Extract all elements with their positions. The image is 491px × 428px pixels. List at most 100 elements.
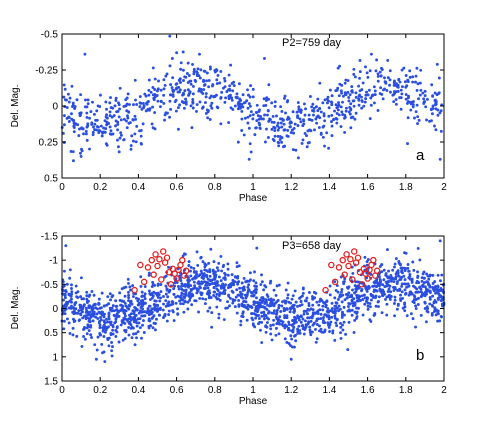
- panel-b-series-0-point: [418, 258, 422, 262]
- panel-b-series-0-point: [336, 290, 340, 294]
- panel-b-series-0-point: [99, 315, 102, 319]
- panel-b-series-0-point: [387, 293, 391, 297]
- panel-b-series-0-point: [84, 310, 88, 314]
- panel-a-series-0-point: [335, 121, 339, 125]
- panel-a-series-0-point: [104, 115, 108, 119]
- panel-b-series-0-point: [389, 274, 393, 277]
- panel-a-series-0-point: [417, 97, 420, 101]
- panel-a-series-0-point: [82, 132, 86, 136]
- panel-b-series-0-point: [83, 337, 87, 341]
- panel-b-series-0-point: [123, 314, 127, 318]
- panel-a-series-0-point: [399, 96, 403, 100]
- panel-a-series-0-point: [410, 100, 414, 104]
- panel-a-series-0-point: [337, 103, 341, 107]
- panel-b-series-0-point: [377, 299, 380, 303]
- panel-b-series-0-point: [331, 331, 335, 335]
- panel-b-series-0-point: [103, 330, 107, 334]
- panel-b-series-0-point: [142, 319, 145, 323]
- panel-b-series-0-point: [159, 290, 163, 294]
- panel-a-series-0-point: [92, 125, 95, 129]
- panel-a-series-0-point: [219, 122, 223, 126]
- panel-b-series-0-point: [136, 330, 140, 334]
- panel-a-series-0-point: [134, 98, 137, 102]
- panel-b-series-0-point: [126, 277, 130, 281]
- panel-a-series-0-point: [299, 120, 303, 124]
- panel-a-series-0-point: [418, 81, 422, 85]
- panel-a-series-0-point: [400, 92, 404, 96]
- panel-b-series-0-point: [375, 289, 379, 293]
- panel-b-series-0-point: [380, 311, 384, 315]
- panel-a-y-axis-title: Del. Mag.: [10, 85, 21, 128]
- panel-a-series-0-point: [88, 147, 91, 151]
- panel-b-series-0-point: [79, 295, 82, 299]
- panel-b-series-0-point: [82, 297, 86, 301]
- panel-b-series-0-point: [424, 320, 428, 324]
- panel-b-series-0-point: [135, 336, 138, 340]
- panel-a-series-0-point: [151, 126, 155, 130]
- panel-a-series-0-point: [163, 113, 167, 117]
- panel-b-series-0-point: [187, 260, 191, 264]
- panel-b-series-0-point: [298, 296, 301, 300]
- panel-a-series-0-point: [352, 104, 356, 108]
- panel-a-series-0-point: [383, 76, 386, 80]
- panel-b-series-0-point: [396, 303, 400, 307]
- panel-a-series-0-point: [302, 102, 306, 106]
- panel-b-series-0-point: [291, 303, 295, 307]
- panel-a-series-0-point: [109, 96, 112, 100]
- panel-a-series-0-point: [335, 106, 339, 110]
- panel-a-series-0-point: [103, 119, 107, 123]
- panel-b-series-0-point: [342, 305, 346, 309]
- panel-a-series-0-point: [144, 94, 148, 98]
- panel-b-series-0-point: [82, 335, 86, 338]
- panel-b-series-0-point: [181, 254, 185, 258]
- panel-b-series-0-point: [365, 260, 369, 264]
- panel-b-series-0-point: [317, 303, 321, 307]
- panel-b-series-0-point: [393, 298, 397, 302]
- panel-b-series-0-point: [423, 300, 427, 304]
- panel-b-series-0-point: [85, 297, 89, 301]
- panel-b-series-0-point: [67, 306, 71, 310]
- panel-b-series-0-point: [391, 268, 395, 272]
- panel-a-series-0-point: [400, 85, 404, 89]
- panel-a-series-0-point: [131, 139, 135, 143]
- panel-a-series-0-point: [365, 71, 369, 75]
- panel-a-series-0-point: [96, 104, 100, 108]
- panel-b-series-0-point: [128, 313, 131, 317]
- panel-b-series-0-point: [85, 290, 89, 294]
- panel-b-series-0-point: [135, 324, 139, 328]
- panel-a-series-0-point: [247, 157, 251, 161]
- panel-a-series-0-point: [318, 116, 322, 120]
- panel-b-series-0-point: [242, 285, 246, 289]
- panel-b-series-0-point: [302, 312, 306, 316]
- panel-b-series-0-point: [335, 318, 339, 322]
- panel-b-series-0-point: [260, 314, 264, 318]
- panel-b-series-0-point: [315, 323, 319, 326]
- panel-b-series-0-point: [407, 276, 411, 280]
- panel-a-series-0-point: [125, 96, 129, 100]
- panel-b-series-0-point: [330, 315, 334, 319]
- panel-b-series-0-point: [296, 331, 300, 335]
- panel-b-series-0-point: [399, 266, 403, 270]
- panel-b-series-0-point: [187, 264, 191, 267]
- panel-b-series-0-point: [75, 334, 79, 338]
- panel-a-series-0-point: [179, 67, 183, 71]
- panel-a-series-0-point: [347, 99, 351, 103]
- panel-b-series-0-point: [292, 325, 296, 329]
- panel-b-series-0-point: [410, 292, 414, 296]
- panel-a-series-0-point: [415, 66, 419, 70]
- panel-a-series-0-point: [122, 117, 126, 121]
- panel-b-series-0-point: [247, 288, 251, 292]
- panel-a-series-0-point: [313, 128, 316, 132]
- panel-b-series-0-point: [132, 312, 136, 316]
- panel-b-series-0-point: [254, 305, 258, 308]
- panel-a-series-0-point: [206, 116, 210, 120]
- panel-a-series-0-point: [218, 81, 222, 85]
- panel-a-series-0-point: [139, 101, 143, 105]
- panel-a-series-0-point: [151, 93, 155, 97]
- panel-a-series-0-point: [209, 94, 213, 98]
- panel-b-series-0-point: [221, 284, 225, 288]
- panel-b-series-0-point: [97, 297, 101, 301]
- panel-a-series-0-point: [119, 131, 123, 135]
- panel-a-series-0-point: [273, 104, 277, 108]
- panel-a-series-0-point: [183, 75, 187, 79]
